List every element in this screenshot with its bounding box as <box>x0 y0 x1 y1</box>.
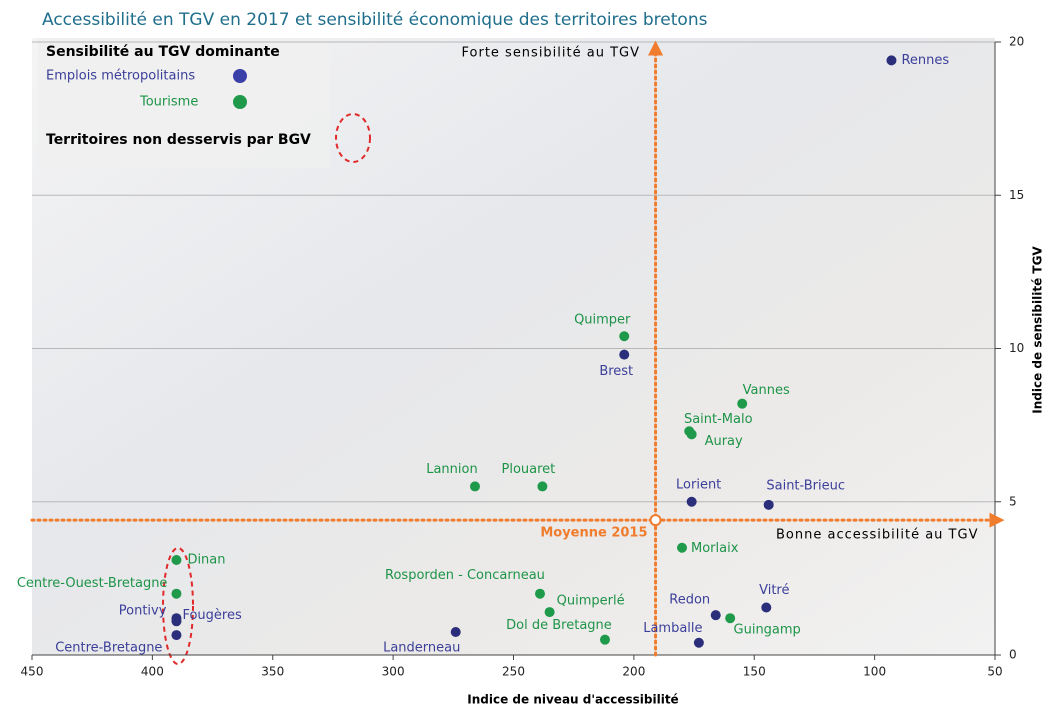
mean-point <box>651 515 661 525</box>
point-label: Rennes <box>901 53 949 68</box>
x-axis-label: Indice de niveau d'accessibilité <box>467 693 678 707</box>
x-tick-label: 50 <box>987 665 1002 679</box>
point-label: Lamballe <box>643 621 702 636</box>
x-tick-label: 100 <box>863 665 886 679</box>
legend-marker <box>233 69 247 83</box>
x-tick-label: 250 <box>502 665 525 679</box>
point-label: Brest <box>599 364 633 379</box>
point-label: Guingamp <box>734 623 801 638</box>
legend-marker <box>233 95 247 109</box>
point-label: Dol de Bretagne <box>506 618 612 633</box>
x-tick-label: 400 <box>141 665 164 679</box>
point <box>737 399 747 409</box>
point <box>687 497 697 507</box>
y-tick-label: 0 <box>1009 648 1017 662</box>
x-tick-label: 150 <box>743 665 766 679</box>
point-label: Saint-Brieuc <box>766 478 845 493</box>
point-label: Dinan <box>187 552 225 567</box>
point <box>725 613 735 623</box>
legend-label: Tourisme <box>139 95 198 110</box>
y-tick-label: 15 <box>1009 188 1024 202</box>
point <box>545 607 555 617</box>
point <box>171 555 181 565</box>
annotation: Bonne accessibilité au TGV <box>776 528 978 543</box>
point <box>600 635 610 645</box>
point <box>470 481 480 491</box>
x-tick-label: 300 <box>382 665 405 679</box>
point <box>171 589 181 599</box>
mean-label: Moyenne 2015 <box>540 526 647 541</box>
point <box>171 616 181 626</box>
x-tick-label: 350 <box>261 665 284 679</box>
point <box>886 55 896 65</box>
point <box>619 350 629 360</box>
point <box>764 500 774 510</box>
y-tick-label: 20 <box>1009 35 1024 49</box>
y-tick-label: 5 <box>1009 494 1017 508</box>
point-label: Auray <box>705 434 743 449</box>
point-label: Quimper <box>574 313 631 328</box>
point <box>687 429 697 439</box>
point-label: Quimperlé <box>557 594 625 609</box>
point-label: Plouaret <box>502 462 556 477</box>
point <box>535 589 545 599</box>
point-label: Rosporden - Concarneau <box>385 568 545 583</box>
legend-note: Territoires non desservis par BGV <box>46 132 311 148</box>
legend-label: Emplois métropolitains <box>46 69 195 84</box>
point <box>537 481 547 491</box>
point-label: Centre-Bretagne <box>55 641 162 656</box>
point-label: Lorient <box>676 477 721 492</box>
annotation: Forte sensibilité au TGV <box>462 46 641 61</box>
legend-title: Sensibilité au TGV dominante <box>46 44 280 60</box>
point-label: Saint-Malo <box>684 412 753 427</box>
chart: Accessibilité en TGV en 2017 et sensibil… <box>0 0 1047 708</box>
x-tick-label: 450 <box>21 665 44 679</box>
y-tick-label: 10 <box>1009 341 1024 355</box>
point <box>711 610 721 620</box>
point-label: Pontivy <box>119 604 167 619</box>
point <box>761 602 771 612</box>
point <box>619 331 629 341</box>
point-label: Morlaix <box>691 541 739 556</box>
point <box>171 630 181 640</box>
x-tick-label: 200 <box>622 665 645 679</box>
point-label: Vitré <box>759 583 789 598</box>
point-label: Fougères <box>182 608 242 623</box>
point-label: Redon <box>669 593 710 608</box>
y-axis-label: Indice de sensibilité TGV <box>1031 246 1045 414</box>
point <box>694 638 704 648</box>
point <box>451 627 461 637</box>
point <box>677 543 687 553</box>
chart-title: Accessibilité en TGV en 2017 et sensibil… <box>42 10 708 30</box>
point-label: Centre-Ouest-Bretagne <box>17 576 168 591</box>
point-label: Vannes <box>743 383 790 398</box>
point-label: Lannion <box>426 462 478 477</box>
point-label: Landerneau <box>383 641 460 656</box>
